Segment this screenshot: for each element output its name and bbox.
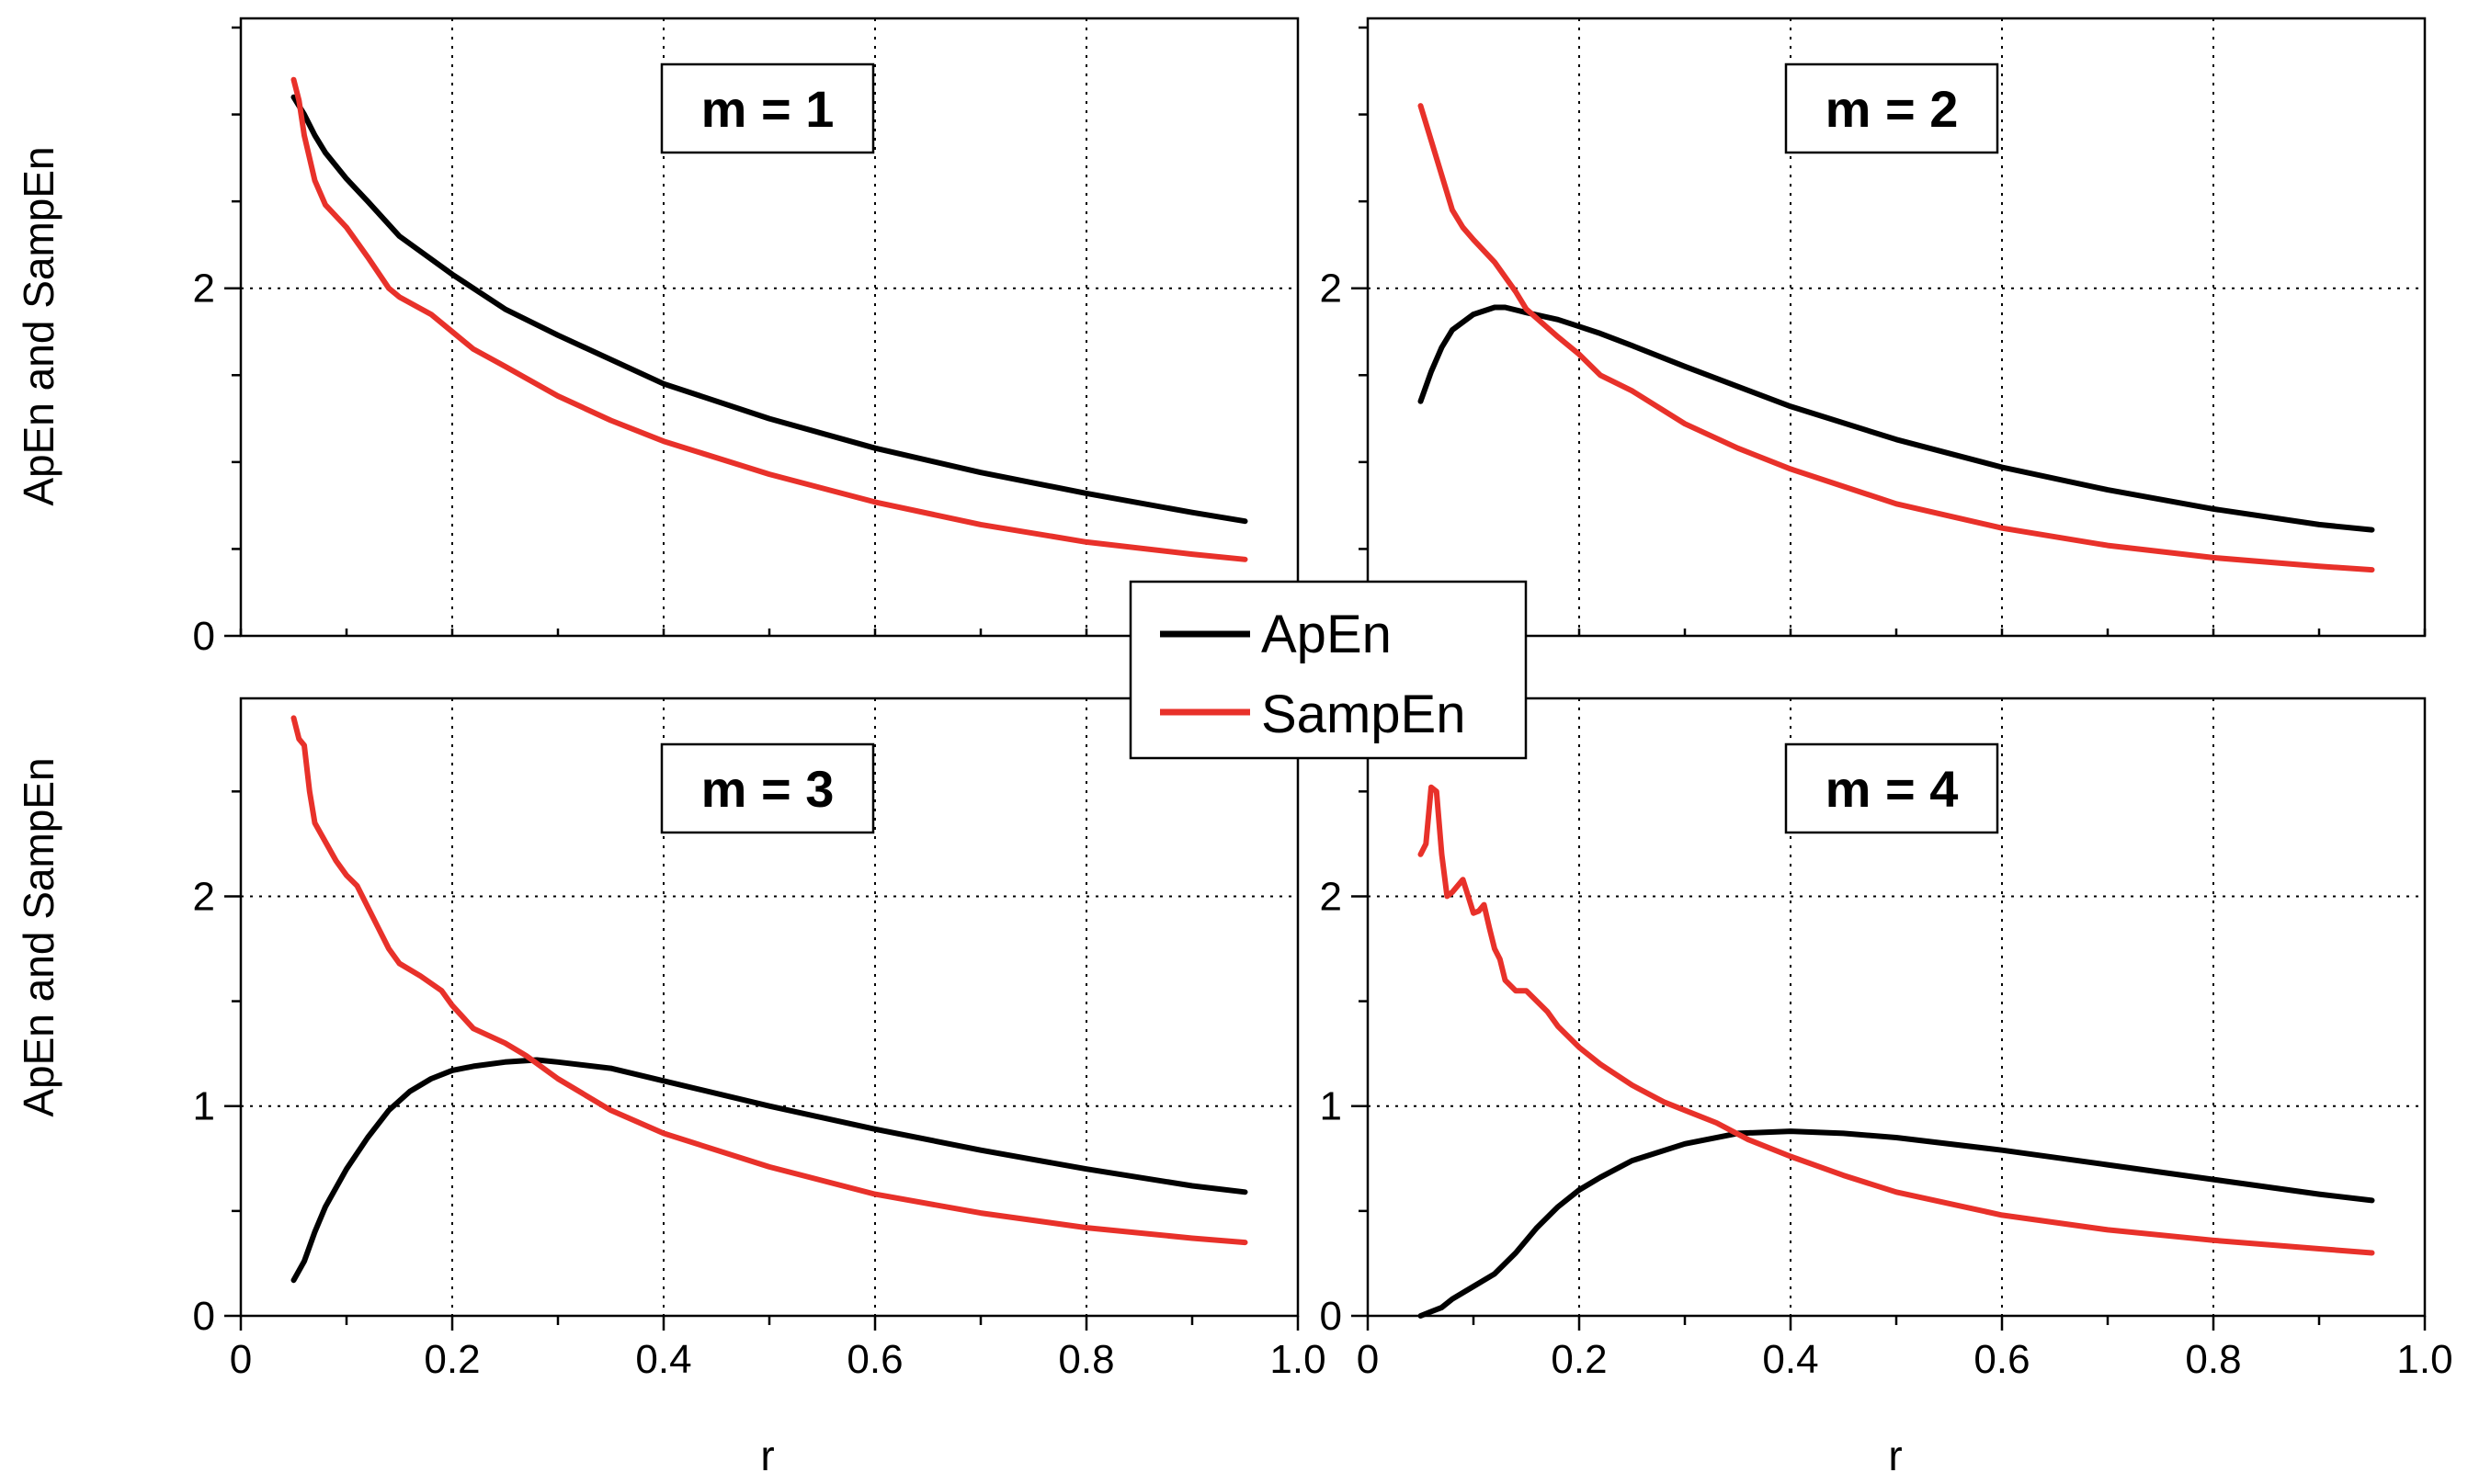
panel-title-box xyxy=(660,742,875,834)
panel-title-box xyxy=(660,62,875,154)
x-tick-label: 0.4 xyxy=(1762,1337,1818,1382)
x-tick-label: 1.0 xyxy=(2396,1337,2452,1382)
x-tick-label: 0.4 xyxy=(635,1337,691,1382)
x-tick-label: 0 xyxy=(1357,1337,1379,1382)
panel-title-box xyxy=(1784,742,1999,834)
x-axis-label-right: r xyxy=(1888,1432,1902,1479)
y-tick-label: 1 xyxy=(1320,1084,1342,1129)
y-axis-label-top: ApEn and SampEn xyxy=(15,146,63,505)
panel-title: m = 3 xyxy=(701,760,835,818)
x-tick-label: 0.8 xyxy=(2185,1337,2241,1382)
y-axis-label-bottom: ApEn and SampEn xyxy=(15,757,63,1116)
y-tick-label: 2 xyxy=(1320,266,1342,312)
series-line-sampen xyxy=(290,76,1248,562)
y-tick-label: 0 xyxy=(193,1294,215,1339)
y-tick-label: 1 xyxy=(193,1084,215,1129)
series-line-apen xyxy=(290,94,1248,525)
x-tick-label: 0.8 xyxy=(1058,1337,1114,1382)
panel-3: 0 1 2 0 0.2 0.4 0.6 0.8 1.0 m = 3 xyxy=(193,697,1326,1382)
series-line-apen xyxy=(1417,1128,2375,1319)
x-tick-label: 0.2 xyxy=(424,1337,480,1382)
y-tick-label: 2 xyxy=(193,266,215,312)
legend-label-sampen: SampEn xyxy=(1261,685,1465,744)
panel-4: 0 1 2 0 0.2 0.4 0.6 0.8 1.0 m = 4 xyxy=(1320,697,2453,1382)
series-line-sampen xyxy=(1417,784,2375,1256)
legend-box xyxy=(1129,580,1528,760)
legend: ApEn SampEn xyxy=(1129,580,1528,760)
x-tick-label: 0.2 xyxy=(1551,1337,1607,1382)
panel-2: 02m = 2 xyxy=(1320,17,2427,659)
legend-label-apen: ApEn xyxy=(1261,605,1392,664)
series-line-sampen xyxy=(290,715,1248,1246)
panel-title-box xyxy=(1784,62,1999,154)
panel-title: m = 2 xyxy=(1825,80,1959,138)
x-axis-label-left: r xyxy=(760,1432,774,1479)
series-line-apen xyxy=(290,1057,1248,1284)
panel-title: m = 1 xyxy=(701,80,835,138)
x-tick-label: 1.0 xyxy=(1269,1337,1325,1382)
x-tick-label: 0.6 xyxy=(1973,1337,2030,1382)
series-line-sampen xyxy=(1417,103,2375,573)
y-tick-label: 2 xyxy=(1320,874,1342,919)
panel-1: 0 2 m = 1 xyxy=(193,17,1300,659)
x-tick-label: 0.6 xyxy=(847,1337,903,1382)
x-tick-label: 0 xyxy=(230,1337,252,1382)
y-tick-label: 2 xyxy=(193,874,215,919)
series-line-apen xyxy=(1417,304,2375,533)
y-tick-label: 0 xyxy=(193,614,215,659)
y-tick-label: 0 xyxy=(1320,1294,1342,1339)
panel-title: m = 4 xyxy=(1825,760,1959,818)
